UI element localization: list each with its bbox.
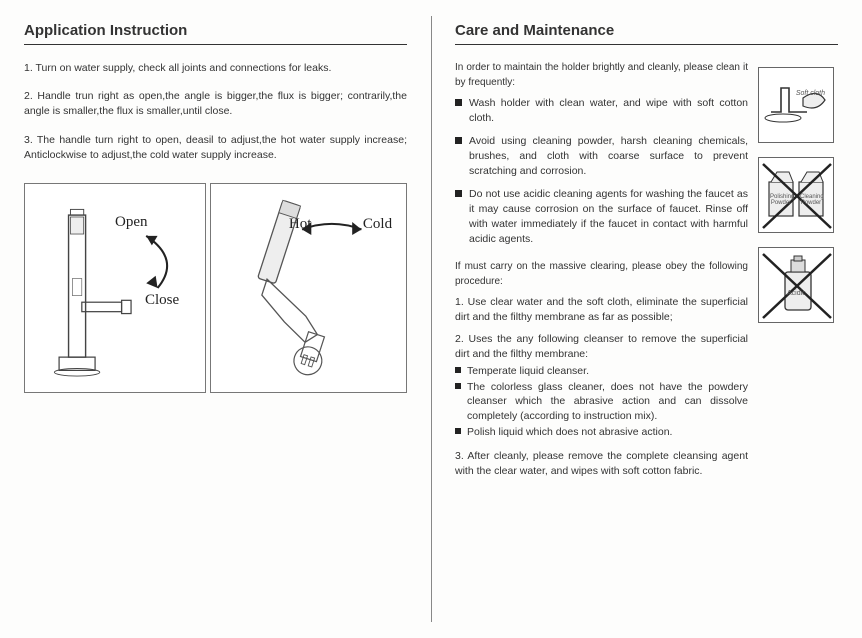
diagram-open-close: Open Close (24, 183, 206, 393)
left-para-2: 2. Handle trun right as open,the angle i… (24, 89, 407, 119)
label-cold: Cold (363, 216, 392, 233)
icon-acidic-label: Acidic (787, 290, 806, 297)
square-bullet-icon (455, 99, 462, 106)
icon-column: Soft cloth Polishing Powder Cleaning Pow… (758, 61, 838, 492)
step2-item-3-text: Polish liquid which does not abrasive ac… (467, 425, 748, 439)
bullet-2-text: Avoid using cleaning powder, harsh clean… (469, 134, 748, 178)
left-para-3: 3. The handle turn right to open, deasil… (24, 133, 407, 163)
label-close: Close (145, 292, 179, 309)
right-text-column: In order to maintain the holder brightly… (455, 61, 748, 492)
square-bullet-icon (455, 383, 461, 389)
label-hot: Hot (289, 216, 312, 233)
left-title: Application Instruction (24, 22, 407, 45)
step-2-intro: 2. Uses the any following cleanser to re… (455, 332, 748, 362)
step2-item-1: Temperate liquid cleanser. (455, 364, 748, 378)
icon-cleaning-label: Cleaning Powder (800, 194, 822, 206)
icon-no-acidic: Acidic (758, 247, 834, 323)
left-para-1: 1. Turn on water supply, check all joint… (24, 61, 407, 76)
left-page: Application Instruction 1. Turn on water… (0, 0, 431, 638)
procedure-intro: If must carry on the massive clearing, p… (455, 260, 748, 289)
page-divider (431, 16, 432, 622)
label-open: Open (115, 214, 148, 231)
square-bullet-icon (455, 367, 461, 373)
icon-no-powder: Polishing Powder Cleaning Powder (758, 157, 834, 233)
bullet-3: Do not use acidic cleaning agents for wa… (455, 187, 748, 246)
step2-item-2-text: The colorless glass cleaner, does not ha… (467, 380, 748, 423)
right-page: Care and Maintenance In order to maintai… (431, 0, 862, 638)
step2-item-2: The colorless glass cleaner, does not ha… (455, 380, 748, 423)
diagram-row: Open Close (24, 183, 407, 393)
bullet-1-text: Wash holder with clean water, and wipe w… (469, 96, 748, 125)
bullet-3-text: Do not use acidic cleaning agents for wa… (469, 187, 748, 246)
icon-softcloth-label: Soft cloth (796, 90, 825, 97)
step2-item-3: Polish liquid which does not abrasive ac… (455, 425, 748, 439)
step-1: 1. Use clear water and the soft cloth, e… (455, 295, 748, 325)
square-bullet-icon (455, 190, 462, 197)
square-bullet-icon (455, 137, 462, 144)
bullet-1: Wash holder with clean water, and wipe w… (455, 96, 748, 125)
step-3: 3. After cleanly, please remove the comp… (455, 449, 748, 479)
right-title: Care and Maintenance (455, 22, 838, 45)
icon-soft-cloth: Soft cloth (758, 67, 834, 143)
intro-text: In order to maintain the holder brightly… (455, 61, 748, 90)
diagram-hot-cold: Hot Cold (210, 183, 407, 393)
icon-polishing-label: Polishing Powder (770, 194, 792, 206)
step2-item-1-text: Temperate liquid cleanser. (467, 364, 748, 378)
bullet-2: Avoid using cleaning powder, harsh clean… (455, 134, 748, 178)
square-bullet-icon (455, 428, 461, 434)
